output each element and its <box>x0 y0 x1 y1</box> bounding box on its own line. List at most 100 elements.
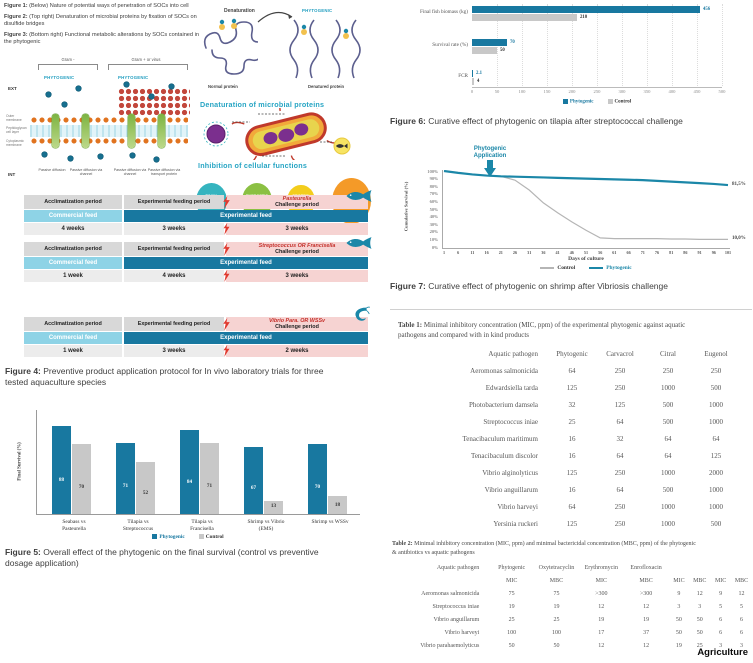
value-cell: 12 <box>696 590 703 597</box>
phytogenic-molecule <box>76 86 81 91</box>
table1-grid: Aquatic pathogen Phytogenic Carvacrol Citra… <box>398 345 740 532</box>
value-cell: 50 <box>696 629 703 636</box>
bar-value: 67 <box>250 484 257 491</box>
fig7-x-tick: 96 <box>711 250 716 255</box>
phytogenic-molecule <box>130 153 135 158</box>
fig5-category-label: Tilapia vs Francisella <box>190 519 214 532</box>
group-header: Aquatic pathogen <box>436 564 480 571</box>
value-cell: 250 <box>710 366 722 375</box>
figure4-caption: Figure 4: Preventive product application… <box>5 366 324 388</box>
figure2-note: Figure 2: (Top right) Denaturation of mi… <box>4 13 197 28</box>
bar-control: 52 <box>136 462 155 514</box>
feeding-cell: Experimental feeding period <box>124 242 224 256</box>
table-header-row: Aquatic pathogen Phytogenic Carvacrol Citra… <box>398 345 740 362</box>
pathogen-cell: Tenacibaculum maritimum <box>462 434 538 443</box>
figure1-note: Figure 1: (Below) Nature of potential wa… <box>4 3 189 9</box>
legend-swatch <box>562 99 568 104</box>
fig7-x-tick: 16 <box>484 250 489 255</box>
value-cell: 17 <box>598 629 605 636</box>
fig7-legend: Control Phytogenic <box>442 265 730 271</box>
fig7-y-tick: 80% <box>429 183 438 189</box>
group-header: Erythromycin <box>584 564 618 571</box>
gridline <box>597 4 598 86</box>
hbar-value: 50 <box>500 47 505 53</box>
bar-control: 18 <box>328 496 347 514</box>
cytoplasmic-membrane-layer <box>30 137 188 146</box>
duration-cell: 3 weeks <box>226 270 368 282</box>
hbar-control <box>472 47 497 54</box>
cell-membrane-diagram: Gram - Gram + or virus PHYTOGENIC PHYTOG… <box>6 52 196 194</box>
bar-phytogenic: 70 <box>308 444 327 514</box>
bar-control: 13 <box>264 501 283 514</box>
table2-title: Table 2: Minimal inhibitory concentratio… <box>392 541 696 556</box>
mechanism-label: Passive diffusion via transport protein <box>147 168 181 177</box>
legend-label: Control <box>205 534 224 540</box>
subheader: MIC <box>595 577 607 584</box>
bar-value: 18 <box>334 501 341 508</box>
experimental-feed-cell: Experimental feed <box>124 210 368 222</box>
value-cell: 500 <box>662 400 674 409</box>
series-end-label: 81,5% <box>732 182 746 188</box>
inhibition-heading: Inhibition of cellular functions <box>198 161 308 170</box>
value-cell: 64 <box>664 451 672 460</box>
feeding-cell: Experimental feeding period <box>124 317 224 331</box>
down-arrow-icon <box>484 160 496 177</box>
bar-value: 70 <box>78 483 85 490</box>
fig6-legend: Phytogenic Control <box>472 99 722 105</box>
hbar-value: 4 <box>477 78 480 84</box>
acclimatization-cell: Acclimatization period <box>24 195 122 209</box>
value-cell: 1000 <box>661 502 675 511</box>
fig7-x-tick: 86 <box>683 250 688 255</box>
fig7-y-tick: 10% <box>429 236 438 242</box>
value-cell: 6 <box>719 616 723 623</box>
bracket <box>108 64 188 70</box>
fig5-category-label: Tilapia vs Streptococcus <box>122 519 154 532</box>
normal-protein-label: Normal protein <box>208 84 238 89</box>
bar-value: 70 <box>314 483 321 490</box>
experimental-feed-cell: Experimental feed <box>124 257 368 269</box>
figure6-caption: Figure 6: Curative effect of phytogenic … <box>390 116 683 126</box>
table-row: Aeromonas salmonicida 75 75 >300 >300 9 12 9 12 <box>392 587 752 600</box>
phytogenic-label: PHYTOGENIC <box>44 75 75 80</box>
value-cell: 25 <box>553 616 560 623</box>
bar-value: 13 <box>270 503 277 510</box>
fig5-category-label: Shrimp vs Vibrio (EMS) <box>247 519 285 532</box>
bar-control: 71 <box>200 443 219 514</box>
value-cell: 1000 <box>661 468 675 477</box>
mechanism-label: Passive diffusion via channel <box>69 168 103 177</box>
fig7-y-axis <box>442 170 443 248</box>
ext-label: EXT <box>8 86 17 91</box>
table-row: Vibrio harveyi 100 100 17 37 50 50 6 6 <box>392 626 752 639</box>
value-cell: 16 <box>568 485 576 494</box>
fig6-x-tick: 150 <box>543 89 551 94</box>
fig6-x-tick: 0 <box>470 89 474 94</box>
fig7-x-tick: 101 <box>724 250 732 255</box>
table1-mic: Table 1: Minimal inhibitory concentratio… <box>398 320 750 532</box>
hbar-value: 456 <box>703 6 711 12</box>
value-cell: 19 <box>508 603 515 610</box>
table1-title: Table 1: Minimal inhibitory concentratio… <box>398 321 686 340</box>
gridline <box>647 4 648 86</box>
shrimp-icon <box>355 306 370 321</box>
fig7-y-tick: 0% <box>431 244 438 250</box>
value-cell: 75 <box>553 590 560 597</box>
fig7-y-tick: 60% <box>429 198 438 204</box>
value-cell: 1000 <box>661 519 675 528</box>
gridline <box>547 4 548 86</box>
fig7-x-tick: 36 <box>541 250 546 255</box>
legend-label: Control <box>614 99 632 105</box>
commercial-feed-cell: Commercial feed <box>24 257 122 269</box>
fig6-x-tick: 250 <box>593 89 601 94</box>
figure7-caption: Figure 7: Curative effect of phytogenic … <box>390 281 668 291</box>
gridline <box>697 4 698 86</box>
denaturation-heading: Denaturation of microbial proteins <box>200 100 325 109</box>
value-cell: 25 <box>568 417 576 426</box>
fig6-category-label: Final fish biomass (kg) <box>420 9 468 15</box>
experimental-feed-cell: Experimental feed <box>124 332 368 344</box>
value-cell: 6 <box>740 629 744 636</box>
hbar-phytogenic <box>472 70 474 77</box>
challenge-cell: Streptococcus OR Francisella Challenge p… <box>226 242 368 256</box>
duration-cell: 4 weeks <box>24 223 122 235</box>
figure7-chart: Phytogenic Application Cumulative Surviv… <box>392 146 752 280</box>
